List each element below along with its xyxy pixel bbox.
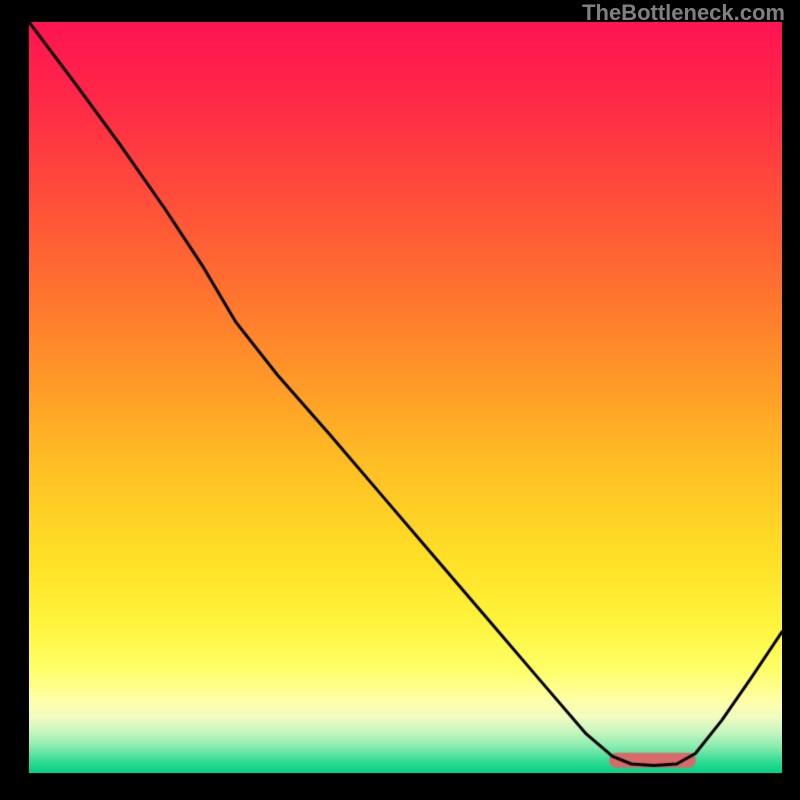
watermark-text: TheBottleneck.com — [582, 0, 785, 26]
bottleneck-curve — [29, 22, 782, 773]
plot-area — [29, 22, 782, 773]
chart-container: TheBottleneck.com — [0, 0, 800, 800]
